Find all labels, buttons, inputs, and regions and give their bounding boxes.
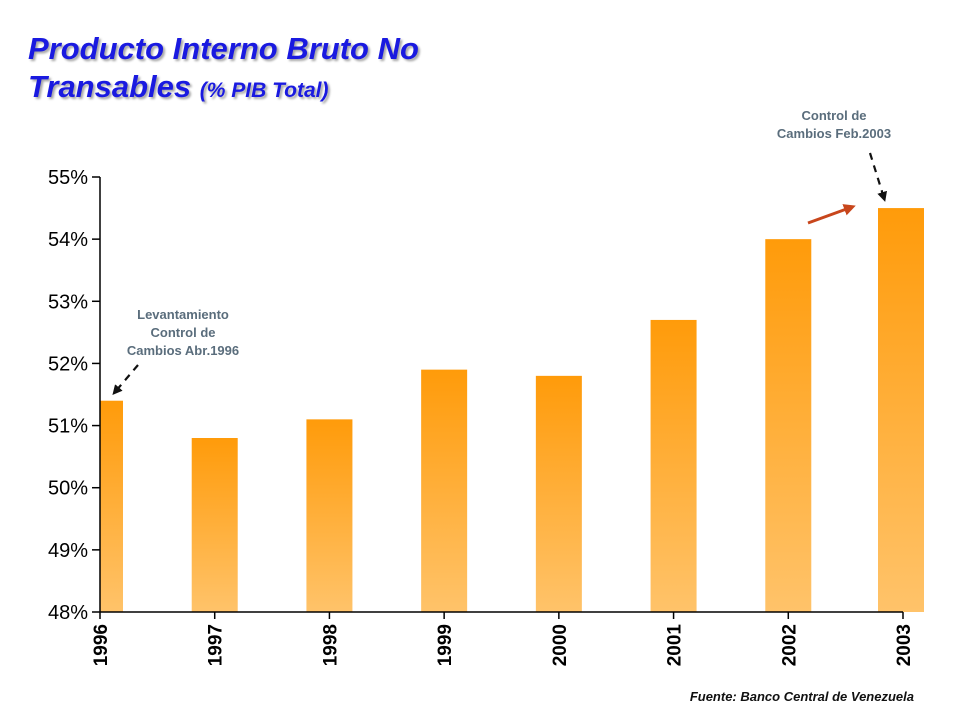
x-tick-label-1996: 1996: [91, 624, 112, 666]
y-tick-label-54: 54%: [48, 229, 88, 251]
annotation-1996-line3: Cambios Abr.1996: [126, 343, 240, 358]
annotation-2003-line2: Cambios Feb.2003: [776, 126, 892, 141]
y-tick-label-55: 55%: [48, 167, 88, 189]
annotation-control-2003: Control de Cambios Feb.2003: [762, 107, 906, 143]
axes-layer: 1996 1997 1998 1999 2000 2001 2002 2003 48% 49% 50…: [48, 167, 915, 666]
annotation-1996-line2: Control de: [150, 325, 216, 340]
bar-2003: [878, 208, 924, 613]
bar-1999: [421, 369, 468, 612]
y-tick-label-52: 52%: [48, 353, 88, 375]
x-tick-label-2001: 2001: [665, 624, 686, 667]
chart-title: Producto Interno Bruto No Transables (% …: [28, 30, 419, 110]
y-tick-label-53: 53%: [48, 291, 88, 313]
x-tick-label-2003: 2003: [894, 624, 915, 666]
bar-1997: [191, 438, 238, 612]
x-tick-label-1998: 1998: [320, 624, 341, 666]
x-tick-label-2002: 2002: [779, 624, 800, 666]
title-line2: Transables: [28, 69, 192, 104]
annotation-arrow-1996: [112, 364, 139, 396]
source-note: Fuente: Banco Central de Venezuela: [689, 689, 914, 704]
x-tick-label-2000: 2000: [550, 624, 571, 666]
bar-1998: [306, 419, 353, 612]
y-tick-label-50: 50%: [48, 478, 88, 500]
annotation-arrow-2003: [868, 152, 887, 202]
trend-arrow: [807, 204, 856, 225]
bar-2002: [765, 239, 812, 612]
bar-2001: [650, 319, 697, 612]
bar-2000: [535, 375, 582, 612]
x-tick-label-1999: 1999: [435, 624, 456, 666]
y-tick-label-49: 49%: [48, 540, 88, 562]
annotation-1996-line1: Levantamiento: [137, 307, 229, 322]
bars-layer: [100, 208, 924, 613]
y-tick-label-51: 51%: [48, 416, 88, 438]
bar-1996: [100, 400, 123, 612]
annotation-levantamiento-1996: Levantamiento Control de Cambios Abr.199…: [110, 306, 256, 360]
title-line1: Producto Interno Bruto No: [28, 31, 419, 66]
y-tick-label-48: 48%: [48, 602, 88, 624]
title-unit: (% PIB Total): [199, 79, 329, 102]
x-tick-label-1997: 1997: [206, 624, 227, 666]
annotation-2003-line1: Control de: [801, 108, 867, 123]
